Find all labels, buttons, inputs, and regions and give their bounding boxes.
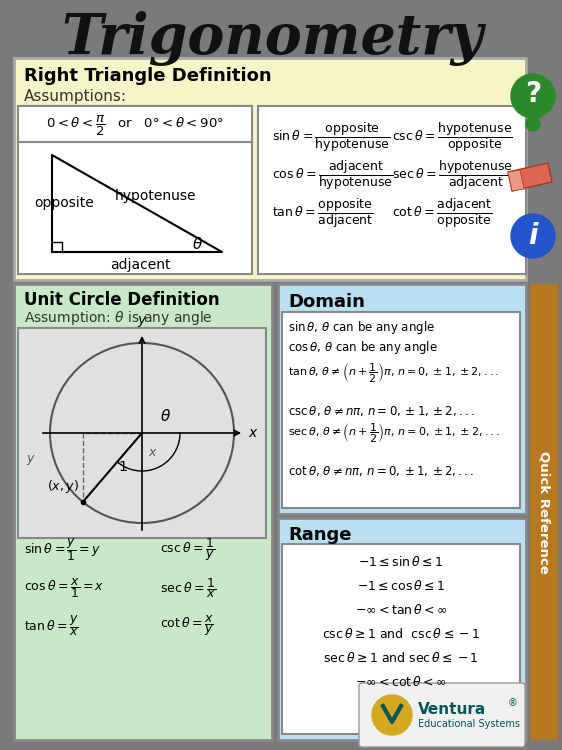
Text: $\sec\theta = \dfrac{\mathrm{hypotenuse}}{\mathrm{adjacent}}$: $\sec\theta = \dfrac{\mathrm{hypotenuse}…	[392, 158, 514, 192]
FancyBboxPatch shape	[18, 106, 252, 274]
Polygon shape	[508, 170, 524, 191]
Text: $\csc\theta$, $\theta \neq n\pi$, $n=0,\pm1,\pm2,...$: $\csc\theta$, $\theta \neq n\pi$, $n=0,\…	[288, 404, 475, 418]
Text: $\tan\theta = \dfrac{\mathrm{opposite}}{\mathrm{adjacent}}$: $\tan\theta = \dfrac{\mathrm{opposite}}{…	[272, 196, 374, 230]
Text: Unit Circle Definition: Unit Circle Definition	[24, 291, 220, 309]
Text: Range: Range	[288, 526, 351, 544]
Text: $\csc\theta = \dfrac{1}{y}$: $\csc\theta = \dfrac{1}{y}$	[160, 536, 215, 563]
Circle shape	[526, 117, 540, 131]
Text: $\sec\theta$, $\theta \neq \left(n+\dfrac{1}{2}\right)\pi$, $n=0,\pm1,\pm2,...$: $\sec\theta$, $\theta \neq \left(n+\dfra…	[288, 422, 500, 445]
Text: $\sec\theta \geq 1$ and $\sec\theta \leq -1$: $\sec\theta \geq 1$ and $\sec\theta \leq…	[323, 651, 479, 665]
Text: Ventura: Ventura	[418, 701, 486, 716]
Text: $\sec\theta = \dfrac{1}{x}$: $\sec\theta = \dfrac{1}{x}$	[160, 576, 216, 600]
Text: $\cos\theta = \dfrac{x}{1} = x$: $\cos\theta = \dfrac{x}{1} = x$	[24, 576, 105, 600]
FancyBboxPatch shape	[282, 544, 520, 734]
Text: ®: ®	[508, 698, 518, 708]
Text: $\cot\theta = \dfrac{x}{y}$: $\cot\theta = \dfrac{x}{y}$	[160, 614, 214, 638]
Text: $x$: $x$	[148, 446, 158, 459]
FancyBboxPatch shape	[278, 284, 526, 514]
Text: opposite: opposite	[34, 196, 94, 210]
Text: Educational Systems: Educational Systems	[418, 719, 520, 729]
FancyBboxPatch shape	[18, 106, 252, 142]
FancyBboxPatch shape	[14, 58, 526, 280]
Text: Domain: Domain	[288, 293, 365, 311]
Text: i: i	[528, 222, 538, 250]
Text: $y$: $y$	[137, 314, 147, 329]
FancyBboxPatch shape	[282, 312, 520, 508]
Text: Trigonometry: Trigonometry	[61, 10, 483, 65]
Text: $\cot\theta = \dfrac{\mathrm{adjacent}}{\mathrm{opposite}}$: $\cot\theta = \dfrac{\mathrm{adjacent}}{…	[392, 196, 492, 230]
Text: $\cos\theta$, $\theta$ can be any angle: $\cos\theta$, $\theta$ can be any angle	[288, 340, 438, 356]
Text: $-\infty < \cot\theta < \infty$: $-\infty < \cot\theta < \infty$	[355, 675, 447, 689]
Text: $\cos\theta = \dfrac{\mathrm{adjacent}}{\mathrm{hypotenuse}}$: $\cos\theta = \dfrac{\mathrm{adjacent}}{…	[272, 158, 393, 192]
Text: $-1 \leq \sin\theta \leq 1$: $-1 \leq \sin\theta \leq 1$	[359, 555, 444, 569]
Text: $\csc\theta \geq 1$ and  $\csc\theta \leq -1$: $\csc\theta \geq 1$ and $\csc\theta \leq…	[322, 627, 480, 641]
Text: $\csc\theta = \dfrac{\mathrm{hypotenuse}}{\mathrm{opposite}}$: $\csc\theta = \dfrac{\mathrm{hypotenuse}…	[392, 120, 513, 154]
Circle shape	[511, 214, 555, 258]
Text: $x$: $x$	[248, 426, 259, 440]
Text: $\sin\theta$, $\theta$ can be any angle: $\sin\theta$, $\theta$ can be any angle	[288, 320, 435, 337]
Text: $\sin\theta = \dfrac{\mathrm{opposite}}{\mathrm{hypotenuse}}$: $\sin\theta = \dfrac{\mathrm{opposite}}{…	[272, 120, 391, 154]
Text: $\tan\theta$, $\theta \neq \left(n+\dfrac{1}{2}\right)\pi$, $n=0,\pm1,\pm2,...$: $\tan\theta$, $\theta \neq \left(n+\dfra…	[288, 362, 499, 385]
Text: $\theta$: $\theta$	[192, 236, 203, 252]
Text: Quick Reference: Quick Reference	[537, 451, 551, 573]
Text: Right Triangle Definition: Right Triangle Definition	[24, 67, 271, 85]
Polygon shape	[508, 163, 552, 191]
Text: $0 < \theta < \dfrac{\pi}{2}$   or   $0° < \theta < 90°$: $0 < \theta < \dfrac{\pi}{2}$ or $0° < \…	[46, 114, 224, 138]
FancyBboxPatch shape	[14, 284, 272, 740]
Text: $\cot\theta$, $\theta \neq n\pi$, $n=0,\pm1,\pm2,...$: $\cot\theta$, $\theta \neq n\pi$, $n=0,\…	[288, 464, 474, 478]
Text: $(x,y)$: $(x,y)$	[47, 478, 79, 495]
FancyBboxPatch shape	[278, 518, 526, 740]
FancyBboxPatch shape	[258, 106, 526, 274]
Text: $y$: $y$	[26, 453, 36, 467]
FancyBboxPatch shape	[18, 328, 266, 538]
FancyBboxPatch shape	[359, 683, 525, 747]
Circle shape	[372, 695, 412, 735]
Circle shape	[511, 74, 555, 118]
Text: 1: 1	[119, 460, 128, 475]
Text: $-1 \leq \cos\theta \leq 1$: $-1 \leq \cos\theta \leq 1$	[357, 579, 445, 593]
Text: $-\infty < \tan\theta < \infty$: $-\infty < \tan\theta < \infty$	[355, 603, 447, 617]
Text: hypotenuse: hypotenuse	[114, 189, 196, 203]
Text: $\sin\theta = \dfrac{y}{1} = y$: $\sin\theta = \dfrac{y}{1} = y$	[24, 536, 101, 563]
Text: Assumptions:: Assumptions:	[24, 88, 127, 104]
Text: ?: ?	[525, 80, 541, 108]
FancyBboxPatch shape	[530, 284, 558, 740]
Text: adjacent: adjacent	[110, 258, 170, 272]
Text: Assumption: $\theta$ is any angle: Assumption: $\theta$ is any angle	[24, 309, 213, 327]
Text: $\tan\theta = \dfrac{y}{x}$: $\tan\theta = \dfrac{y}{x}$	[24, 614, 79, 638]
Text: $\theta$: $\theta$	[161, 408, 171, 424]
